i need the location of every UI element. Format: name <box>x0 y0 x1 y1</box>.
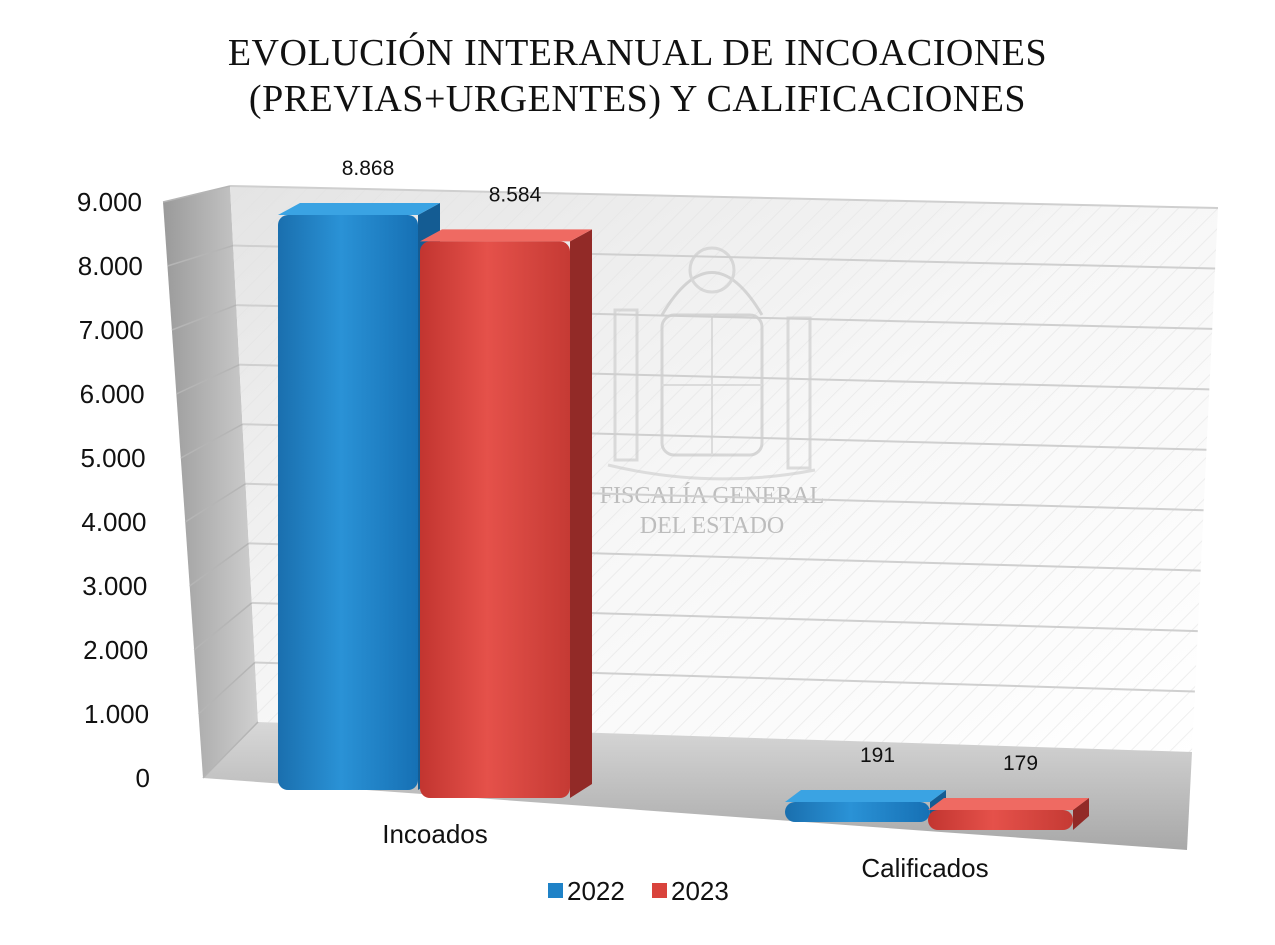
y-tick-label: 8.000 <box>78 251 143 281</box>
bar-2023-calificados <box>928 798 1089 830</box>
bar-front <box>785 802 930 822</box>
side-gridline <box>167 244 234 267</box>
legend: 2022 2023 <box>548 876 729 906</box>
side-gridline <box>189 542 250 587</box>
data-label: 191 <box>860 744 895 767</box>
watermark-line-2: DEL ESTADO <box>640 513 785 539</box>
y-tick-label: 1.000 <box>84 699 149 729</box>
y-tick-label: 7.000 <box>79 315 144 345</box>
y-tick-label: 9.000 <box>77 187 142 217</box>
gridline <box>229 185 1219 209</box>
legend-label-2022: 2022 <box>567 876 625 906</box>
bar-2022-incoados <box>278 203 440 790</box>
bar-2022-calificados <box>785 790 946 822</box>
bar-2023-incoados <box>420 229 592 798</box>
side-gridline <box>162 185 231 203</box>
category-label: Calificados <box>861 853 988 883</box>
y-tick-label: 4.000 <box>81 507 146 537</box>
watermark-seal-icon <box>607 246 816 481</box>
side-gridline <box>171 304 237 331</box>
chart-title-line-2: (PREVIAS+URGENTES) Y CALIFICACIONES <box>248 78 1027 120</box>
y-axis: 0 1.000 2.000 3.000 4.000 5.000 6.000 7.000 8.00… <box>77 187 150 793</box>
bar-top <box>278 203 440 215</box>
legend-swatch-2022 <box>548 883 563 898</box>
bars <box>278 203 1089 830</box>
y-tick-label: 6.000 <box>80 379 145 409</box>
category-label: Incoados <box>382 819 488 849</box>
side-gridline <box>180 423 243 459</box>
data-label: 179 <box>1003 752 1038 775</box>
side-gridline <box>198 661 256 715</box>
chart-title-line-1: EVOLUCIÓN INTERANUAL DE INCOACIONES <box>227 32 1048 74</box>
chart-title: EVOLUCIÓN INTERANUAL DE INCOACIONES (PRE… <box>0 30 1275 122</box>
y-tick-label: 0 <box>136 763 150 793</box>
category-labels: Incoados Calificados <box>382 819 988 883</box>
side-gridline <box>176 363 240 395</box>
legend-swatch-2023 <box>652 883 667 898</box>
y-tick-label: 2.000 <box>83 635 148 665</box>
y-tick-label: 3.000 <box>82 571 147 601</box>
bar-top <box>785 790 946 802</box>
bar-front <box>420 241 570 798</box>
bar-front <box>928 810 1073 830</box>
side-gridline <box>193 602 253 651</box>
data-labels: 8.868 8.584 191 179 <box>342 157 1038 775</box>
data-label: 8.868 <box>342 157 395 180</box>
side-wall <box>163 186 258 778</box>
bar-top <box>420 229 592 242</box>
bar-side <box>1073 798 1089 830</box>
bar-front <box>278 215 418 790</box>
data-label: 8.584 <box>489 183 542 206</box>
side-gridline <box>202 721 259 779</box>
y-tick-label: 5.000 <box>80 443 145 473</box>
bar-side <box>570 229 592 798</box>
legend-label-2023: 2023 <box>671 876 729 906</box>
bar-top <box>928 798 1089 810</box>
side-gridline <box>184 483 246 523</box>
